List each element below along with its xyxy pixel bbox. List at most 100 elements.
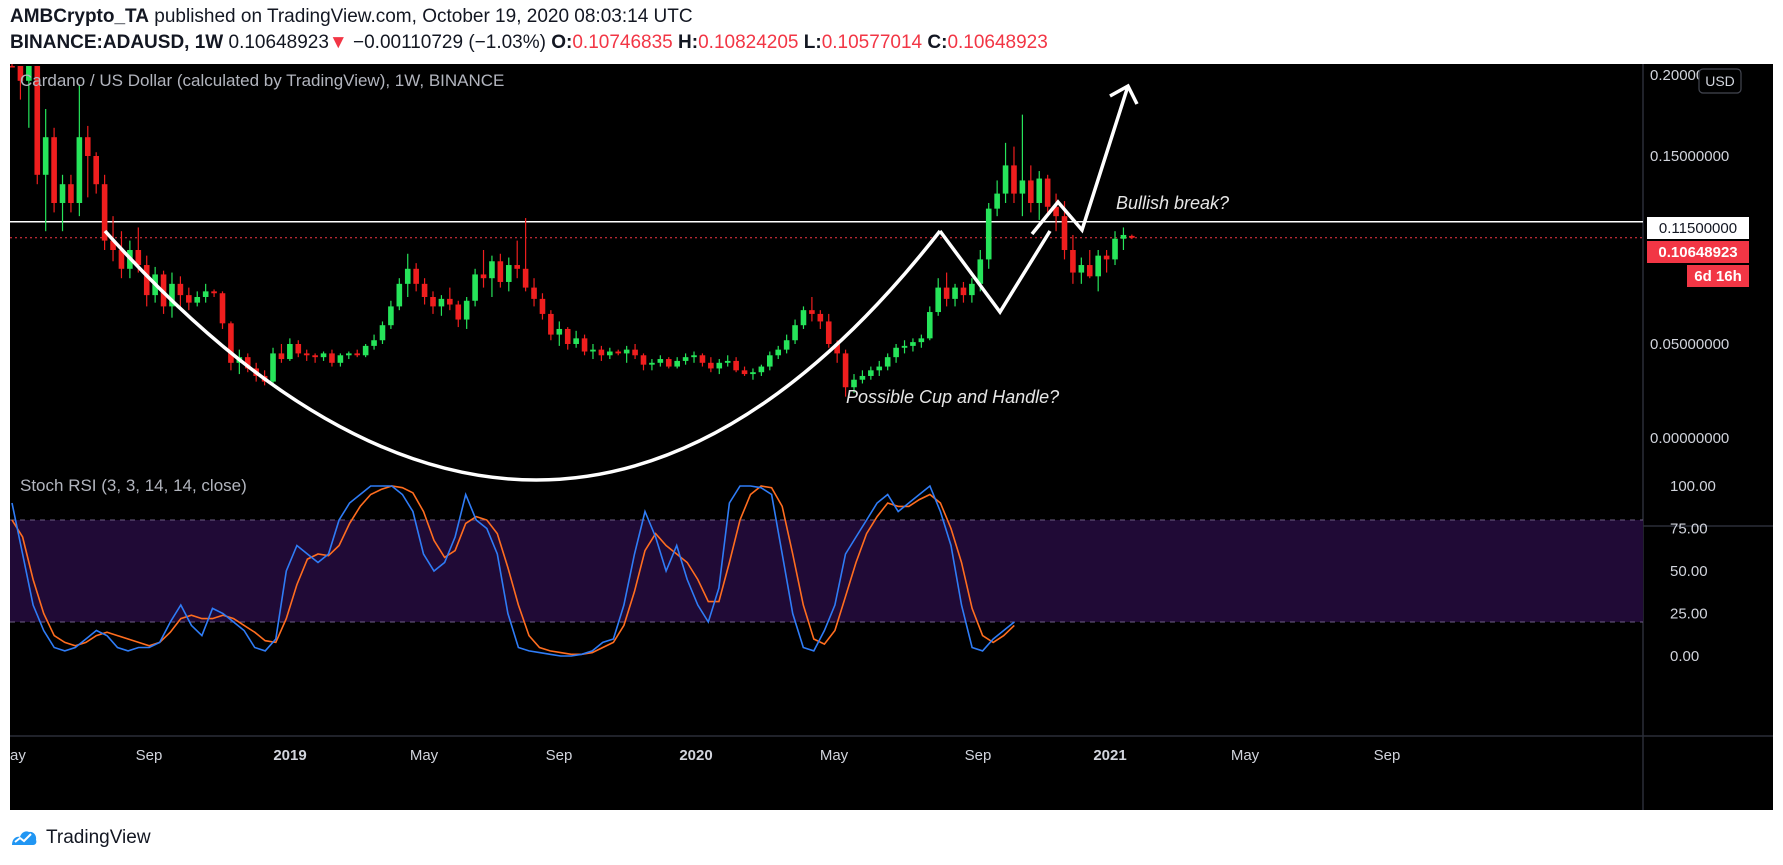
candle[interactable]	[657, 355, 664, 367]
candle[interactable]	[809, 297, 815, 322]
chart-canvas[interactable]: Possible Cup and Handle? Bullish break? …	[9, 24, 1773, 810]
candle[interactable]	[969, 278, 975, 303]
candle[interactable]	[910, 338, 916, 352]
candle[interactable]	[320, 351, 327, 361]
candle[interactable]	[118, 231, 125, 279]
candle[interactable]	[615, 349, 622, 356]
bullish-break-annotation[interactable]: Bullish break?	[1116, 193, 1229, 213]
candle[interactable]	[93, 152, 99, 194]
candle[interactable]	[1103, 250, 1110, 273]
candle[interactable]	[489, 255, 495, 297]
candle[interactable]	[952, 283, 958, 307]
candle[interactable]	[935, 278, 941, 316]
candle[interactable]	[303, 349, 310, 361]
candle[interactable]	[800, 306, 807, 329]
candle[interactable]	[59, 174, 66, 232]
candle[interactable]	[868, 366, 874, 380]
candle[interactable]	[413, 263, 419, 292]
candle[interactable]	[758, 364, 765, 376]
currency-button[interactable]	[1698, 68, 1742, 94]
candle[interactable]	[590, 344, 596, 360]
candle[interactable]	[893, 344, 899, 363]
candle[interactable]	[447, 287, 453, 311]
candle[interactable]	[918, 334, 925, 348]
candle[interactable]	[169, 272, 175, 318]
candle[interactable]	[851, 374, 857, 393]
candle[interactable]	[505, 257, 512, 292]
candle[interactable]	[985, 203, 992, 269]
candle[interactable]	[649, 359, 655, 371]
handle-drawing[interactable]	[938, 229, 1052, 316]
candle[interactable]	[329, 349, 335, 367]
candle[interactable]	[1129, 234, 1135, 240]
candle[interactable]	[346, 351, 352, 360]
candle[interactable]	[943, 272, 950, 307]
candle[interactable]	[573, 330, 579, 348]
candle[interactable]	[463, 297, 470, 329]
candle[interactable]	[244, 353, 251, 373]
candle[interactable]	[522, 218, 529, 292]
footer-brand[interactable]: TradingView	[10, 826, 151, 850]
candle[interactable]	[1086, 250, 1093, 279]
candle[interactable]	[1036, 171, 1043, 220]
candle[interactable]	[480, 250, 487, 288]
candle[interactable]	[548, 310, 554, 341]
candle[interactable]	[101, 174, 108, 250]
candle[interactable]	[211, 289, 217, 297]
stoch-k-line[interactable]	[11, 484, 1015, 657]
candle[interactable]	[901, 340, 908, 354]
candle[interactable]	[287, 338, 293, 361]
candle[interactable]	[438, 295, 445, 316]
candle[interactable]	[396, 278, 403, 311]
candle[interactable]	[354, 349, 361, 358]
candle[interactable]	[68, 174, 74, 213]
candle[interactable]	[994, 180, 1000, 217]
candle[interactable]	[1011, 146, 1017, 203]
candle[interactable]	[1053, 193, 1059, 232]
candle[interactable]	[1044, 174, 1051, 213]
candle[interactable]	[497, 253, 504, 288]
stoch-axis[interactable]: 100.00 75.00 50.00 25.00 0.00	[1670, 478, 1716, 665]
candle[interactable]	[1078, 257, 1085, 284]
candle[interactable]	[514, 240, 520, 279]
candle[interactable]	[640, 353, 647, 371]
candle[interactable]	[783, 334, 790, 354]
candle[interactable]	[472, 268, 478, 307]
candle[interactable]	[1002, 142, 1009, 203]
candle[interactable]	[750, 368, 756, 380]
candle[interactable]	[84, 125, 91, 198]
candle[interactable]	[51, 127, 57, 213]
candle[interactable]	[632, 344, 638, 360]
candle[interactable]	[177, 276, 184, 307]
candle[interactable]	[716, 359, 723, 375]
candle[interactable]	[379, 321, 386, 344]
candle[interactable]	[724, 355, 731, 367]
time-axis[interactable]: ay Sep 2019 May Sep 2020 May Sep 2021 May Sep	[10, 747, 1400, 764]
candle[interactable]	[17, 66, 24, 100]
candle[interactable]	[194, 291, 201, 307]
candle[interactable]	[186, 287, 192, 311]
candle[interactable]	[1028, 165, 1034, 213]
candle[interactable]	[767, 351, 773, 371]
candle[interactable]	[404, 253, 411, 297]
candle[interactable]	[388, 300, 394, 329]
candle[interactable]	[876, 360, 883, 376]
candle[interactable]	[842, 349, 849, 397]
candle[interactable]	[623, 345, 630, 363]
candle[interactable]	[278, 344, 285, 363]
candle[interactable]	[792, 319, 798, 344]
candle[interactable]	[960, 281, 967, 303]
candle[interactable]	[733, 357, 739, 373]
candle[interactable]	[42, 109, 49, 232]
candle[interactable]	[421, 278, 428, 305]
candle[interactable]	[295, 340, 302, 358]
candle[interactable]	[682, 353, 689, 365]
stoch-d-line[interactable]	[11, 485, 1015, 656]
candle[interactable]	[1120, 227, 1127, 250]
candle[interactable]	[228, 321, 234, 371]
cup-curve-drawing[interactable]	[103, 229, 942, 482]
candle[interactable]	[1019, 114, 1026, 217]
candle[interactable]	[598, 345, 605, 361]
candle[interactable]	[859, 370, 866, 384]
candle[interactable]	[691, 351, 697, 363]
